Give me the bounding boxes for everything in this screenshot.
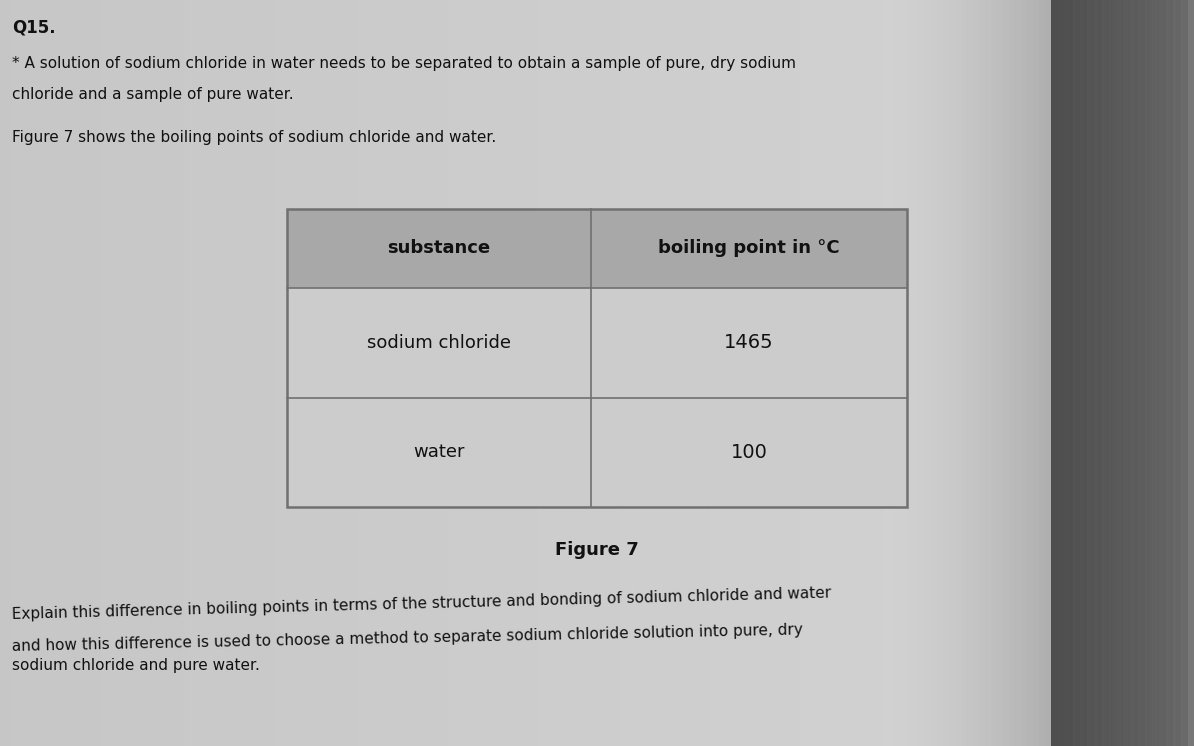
Text: 1465: 1465	[725, 333, 774, 352]
Text: substance: substance	[387, 239, 491, 257]
Text: Figure 7 shows the boiling points of sodium chloride and water.: Figure 7 shows the boiling points of sod…	[12, 130, 497, 145]
Bar	[287, 288, 907, 398]
Text: boiling point in °C: boiling point in °C	[658, 239, 839, 257]
Text: Figure 7: Figure 7	[555, 541, 639, 559]
Text: sodium chloride: sodium chloride	[367, 333, 511, 352]
Text: * A solution of sodium chloride in water needs to be separated to obtain a sampl: * A solution of sodium chloride in water…	[12, 56, 796, 71]
Text: chloride and a sample of pure water.: chloride and a sample of pure water.	[12, 87, 294, 102]
Text: 100: 100	[731, 443, 768, 462]
Text: Explain this difference in boiling points in terms of the structure and bonding : Explain this difference in boiling point…	[12, 586, 832, 622]
Bar	[287, 398, 907, 507]
Bar	[287, 209, 907, 507]
Bar	[287, 209, 907, 288]
Text: water: water	[413, 443, 464, 462]
Text: Q15.: Q15.	[12, 19, 56, 37]
Text: and how this difference is used to choose a method to separate sodium chloride s: and how this difference is used to choos…	[12, 623, 804, 654]
Text: sodium chloride and pure water.: sodium chloride and pure water.	[12, 658, 260, 673]
